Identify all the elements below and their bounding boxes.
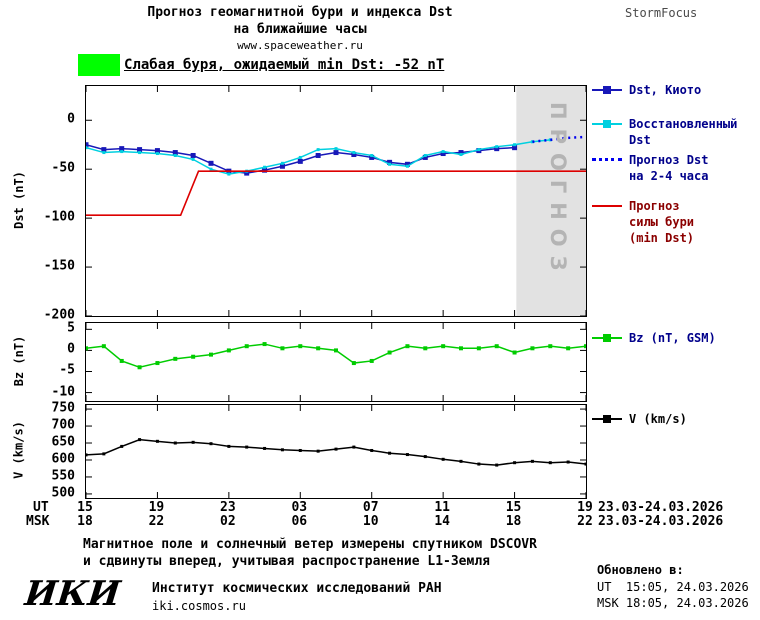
x-tick-label: 11 xyxy=(434,500,450,515)
y-tick-label: -150 xyxy=(43,258,75,274)
y-tick-label: -10 xyxy=(51,384,75,400)
storm-strength-swatch xyxy=(592,200,622,212)
x-tick-label: 19 xyxy=(577,500,593,515)
institute-url: iki.cosmos.ru xyxy=(152,599,246,613)
page-title: Прогноз геомагнитной бури и индекса Dst xyxy=(147,5,453,20)
x-tick-label: 18 xyxy=(505,514,522,529)
y-tick-label: -100 xyxy=(43,209,75,225)
x-tick-label: 22 xyxy=(577,514,593,529)
x-tick-label: 02 xyxy=(220,514,236,529)
y-tick-label: 650 xyxy=(51,434,75,450)
v-axis-label: V (km/s) xyxy=(11,421,26,479)
x-tick-label: 22 xyxy=(148,514,165,529)
y-tick-label: 0 xyxy=(67,111,75,127)
storm-alert-text: Слабая буря, ожидаемый min Dst: -52 nT xyxy=(124,57,445,73)
x-tick-label: 23 xyxy=(220,500,236,515)
x-tick-label: 15 xyxy=(505,500,522,515)
msk-ticks: 18 22 02 06 10 14 18 22 xyxy=(77,514,593,530)
legend-bz: Bz (nT, GSM) xyxy=(592,330,716,346)
forecast-band-label: ПРОГНОЗ xyxy=(546,102,570,280)
institute-name: Институт космических исследований РАН xyxy=(152,581,442,596)
x-tick-label: 06 xyxy=(291,514,308,529)
legend-dst-kyoto: Dst, Киото xyxy=(592,82,701,98)
storm-level-swatch xyxy=(78,54,120,76)
x-tick-label: 19 xyxy=(148,500,165,515)
v-y-ticks: 750 700 650 600 550 500 xyxy=(35,400,81,501)
updated-msk: MSK 18:05, 24.03.2026 xyxy=(597,596,749,610)
dst-plot: ПРОГНОЗ xyxy=(85,85,587,317)
storm-alert: Слабая буря, ожидаемый min Dst: -52 nT xyxy=(78,54,444,76)
legend-label-dst-kyoto: Dst, Киото xyxy=(629,83,702,97)
header: Прогноз геомагнитной бури и индекса Dst … xyxy=(50,4,550,53)
legend-v: V (km/s) xyxy=(592,411,687,427)
y-tick-label: 600 xyxy=(51,451,75,467)
y-tick-label: -5 xyxy=(59,362,75,378)
site-url: www.spaceweather.ru xyxy=(237,39,363,52)
y-tick-label: 750 xyxy=(51,400,75,416)
legend-label-dst-forecast: Прогноз Dst на 2-4 часа xyxy=(629,153,709,183)
dst-y-ticks: 0 -50 -100 -150 -200 xyxy=(35,85,81,323)
iki-logo: ИКИ xyxy=(22,574,123,614)
dst-forecast-swatch xyxy=(592,154,622,166)
x-tick-label: 14 xyxy=(434,514,450,529)
x-tick-label: 03 xyxy=(291,500,308,515)
restored-dst-swatch xyxy=(592,118,622,130)
measurement-note-line1: Магнитное поле и солнечный ветер измерен… xyxy=(83,537,537,552)
y-tick-label: 500 xyxy=(51,485,75,501)
legend-label-storm-strength: Прогноз силы бури (min Dst) xyxy=(629,199,695,245)
y-tick-label: 5 xyxy=(67,320,75,336)
y-tick-label: 550 xyxy=(51,468,75,484)
v-plot xyxy=(85,404,587,499)
bz-plot xyxy=(85,322,587,402)
x-tick-label: 15 xyxy=(77,500,93,515)
legend-label-restored-dst: Восстановленный Dst xyxy=(629,117,738,147)
dst-axis-label: Dst (nT) xyxy=(12,171,26,229)
x-tick-label: 18 xyxy=(77,514,93,529)
msk-date: 23.03-24.03.2026 xyxy=(598,514,724,529)
measurement-note-line2: и сдвинуты вперед, учитывая распростране… xyxy=(83,554,490,569)
ut-axis-row: UT 15 19 23 03 07 11 15 19 23.03-24.03.2026 xyxy=(0,500,760,516)
legend-label-v: V (km/s) xyxy=(629,412,687,426)
y-tick-label: 700 xyxy=(51,417,75,433)
brand-label: StormFocus xyxy=(625,6,698,20)
y-tick-label: -200 xyxy=(43,307,75,323)
x-tick-label: 07 xyxy=(362,500,379,515)
updated-ut: UT 15:05, 24.03.2026 xyxy=(597,580,749,594)
y-tick-label: 0 xyxy=(67,341,75,357)
legend-dst-forecast: Прогноз Dst на 2-4 часа xyxy=(592,152,708,184)
page-title-line2: на ближайшие часы xyxy=(233,22,367,37)
msk-label: MSK xyxy=(26,514,50,529)
bz-swatch xyxy=(592,332,622,344)
ut-ticks: 15 19 23 03 07 11 15 19 xyxy=(77,500,593,516)
bz-axis-label: Bz (nT) xyxy=(12,335,26,387)
dst-kyoto-swatch xyxy=(592,84,622,96)
ut-date: 23.03-24.03.2026 xyxy=(598,500,724,515)
msk-axis-row: MSK 18 22 02 06 10 14 18 22 23.03-24.03.2026 xyxy=(0,514,760,530)
updated-label: Обновлено в: xyxy=(597,563,684,577)
legend-label-bz: Bz (nT, GSM) xyxy=(629,331,716,345)
bz-y-ticks: 5 0 -5 -10 xyxy=(35,320,81,400)
x-tick-label: 10 xyxy=(362,514,379,529)
v-swatch xyxy=(592,413,622,425)
ut-label: UT xyxy=(33,500,49,515)
legend-storm-strength: Прогноз силы бури (min Dst) xyxy=(592,198,694,246)
legend-restored-dst: Восстановленный Dst xyxy=(592,116,737,148)
y-tick-label: -50 xyxy=(51,160,75,176)
